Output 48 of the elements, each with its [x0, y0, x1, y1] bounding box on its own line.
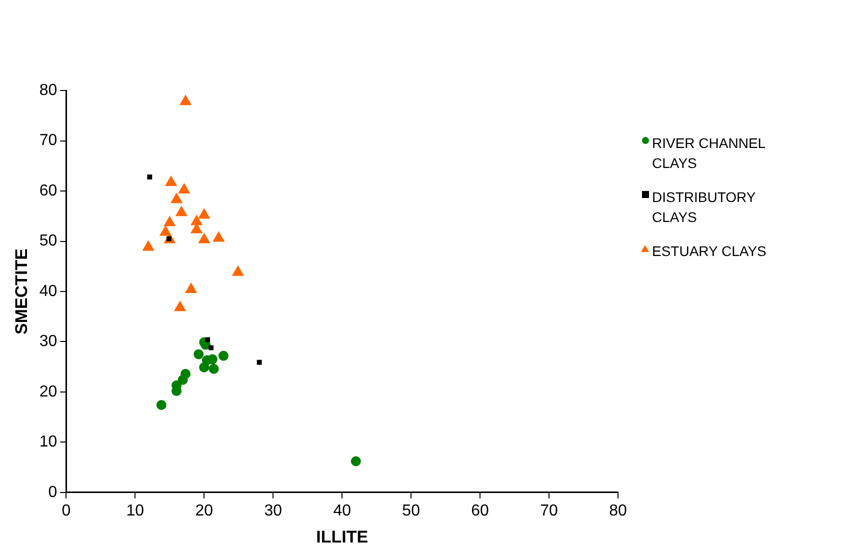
point	[174, 300, 186, 312]
y-tick-label: 40	[39, 282, 58, 300]
x-tick-label: 10	[126, 502, 144, 520]
point	[164, 176, 178, 186]
point	[218, 350, 228, 361]
x-tick-label: 80	[609, 502, 627, 520]
point	[212, 231, 225, 242]
point	[199, 362, 210, 372]
point	[175, 206, 188, 216]
y-tick-label: 80	[39, 82, 58, 100]
y-tick-label: 70	[39, 132, 58, 150]
point	[170, 192, 183, 204]
y-tick-label: 50	[39, 232, 58, 250]
point	[256, 360, 262, 365]
point	[184, 282, 198, 293]
point	[142, 240, 154, 251]
point	[194, 349, 204, 360]
point	[208, 364, 219, 374]
point	[164, 216, 176, 226]
x-axis-title: ILLITE	[316, 527, 368, 546]
point	[207, 354, 218, 364]
point	[205, 337, 210, 342]
point	[208, 345, 214, 350]
point	[350, 456, 361, 466]
point	[180, 368, 191, 379]
x-tick-label: 50	[402, 502, 420, 520]
x-tick-label: 70	[540, 502, 558, 520]
point	[156, 400, 166, 410]
legend-label: RIVER CHANNEL CLAYS	[652, 134, 766, 173]
x-tick-label: 0	[62, 502, 71, 520]
y-tick-label: 60	[39, 182, 58, 200]
x-tick-label: 30	[264, 502, 282, 520]
x-tick-label: 40	[333, 502, 352, 520]
point	[232, 265, 244, 276]
legend-label: ESTUARY CLAYS	[652, 242, 768, 261]
x-tick-label: 60	[471, 502, 490, 520]
point	[198, 232, 210, 244]
point	[178, 183, 190, 194]
y-axis-title: SMECTITE	[12, 248, 31, 334]
y-tick-label: 30	[39, 333, 58, 350]
y-tick-label: 10	[39, 434, 58, 451]
y-tick-label: 0	[48, 484, 58, 501]
legend-label: DISTRIBUTORY CLAYS	[652, 188, 756, 227]
point	[179, 94, 192, 106]
y-tick-label: 20	[39, 383, 58, 400]
x-tick-label: 20	[195, 502, 214, 520]
point	[198, 208, 210, 219]
point	[190, 214, 203, 226]
